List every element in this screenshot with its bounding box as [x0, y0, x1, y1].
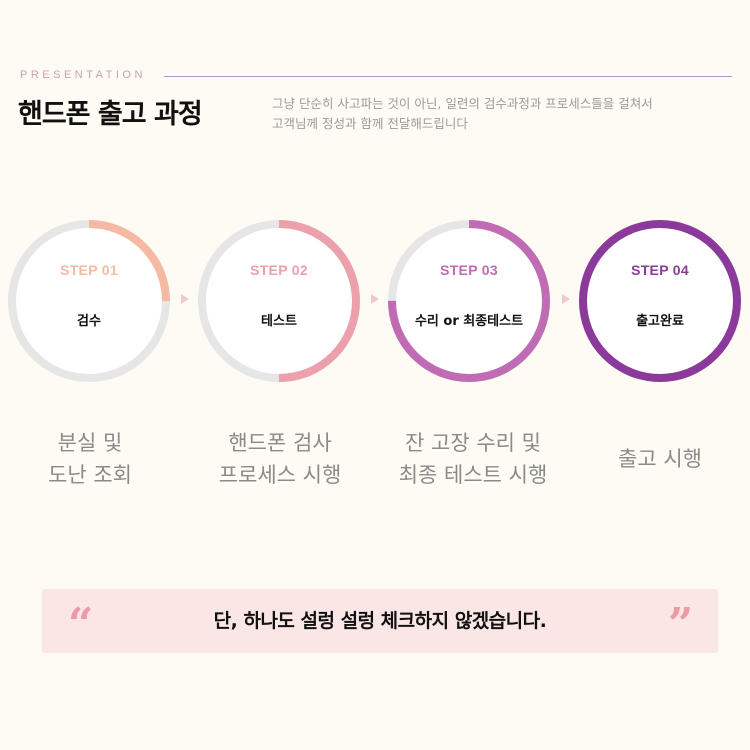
step-1-caption: 분실 및 도난 조회: [0, 427, 180, 491]
arrow-right-icon: [181, 294, 189, 304]
caption-line: 도난 조회: [48, 463, 132, 487]
step-4-circle: STEP 04 출고완료: [578, 219, 742, 383]
step-2-caption: 핸드폰 검사 프로세스 시행: [190, 427, 370, 491]
caption-line: 최종 테스트 시행: [398, 463, 548, 487]
step-4-progress-ring: [579, 220, 741, 382]
step-1-name: 검수: [77, 314, 101, 329]
step-3-number: STEP 03: [440, 262, 498, 278]
step-4-number: STEP 04: [631, 262, 689, 278]
promise-banner: “ 단, 하나도 설렁 설렁 체크하지 않겠습니다. ”: [42, 589, 718, 653]
step-2-name: 테스트: [261, 314, 297, 329]
ring-progress: [388, 220, 550, 382]
ring-progress: [198, 220, 360, 382]
step-2-number: STEP 02: [250, 262, 308, 278]
step-3-circle: STEP 03 수리 or 최종테스트: [387, 219, 551, 383]
arrow-right-icon: [371, 294, 379, 304]
step-3-caption: 잔 고장 수리 및 최종 테스트 시행: [383, 427, 563, 491]
open-quote-icon: “: [68, 599, 94, 650]
caption-line: 분실 및: [57, 431, 123, 455]
description-line: 고객님께 정성과 함께 전달해드립니다: [272, 116, 468, 131]
step-3-name: 수리 or 최종테스트: [414, 314, 524, 329]
caption-line: 잔 고장 수리 및: [405, 431, 541, 455]
header-divider: [164, 76, 732, 77]
step-2-circle: STEP 02 테스트: [197, 219, 361, 383]
ring-progress: [8, 220, 170, 382]
banner-text: 단, 하나도 설렁 설렁 체크하지 않겠습니다.: [213, 610, 547, 632]
caption-line: 출고 시행: [618, 447, 702, 471]
step-3-progress-ring: [388, 220, 550, 382]
caption-line: 핸드폰 검사: [228, 431, 332, 455]
arrow-right-icon: [562, 294, 570, 304]
ring-progress: [579, 220, 741, 382]
close-quote-icon: ”: [668, 599, 694, 650]
eyebrow-label: PRESENTATION: [20, 69, 146, 81]
step-4-caption: 출고 시행: [570, 443, 750, 475]
step-4-name: 출고완료: [636, 314, 684, 329]
description-line: 그냥 단순히 사고파는 것이 아닌, 일련의 검수과정과 프로세스들을 걸쳐서: [272, 96, 653, 111]
step-1-number: STEP 01: [60, 262, 118, 278]
step-2-progress-ring: [198, 220, 360, 382]
page-title: 핸드폰 출고 과정: [18, 99, 203, 130]
caption-line: 프로세스 시행: [218, 463, 342, 487]
page-description: 그냥 단순히 사고파는 것이 아닌, 일련의 검수과정과 프로세스들을 걸쳐서 …: [272, 94, 712, 134]
step-1-progress-ring: [8, 220, 170, 382]
step-1-circle: STEP 01 검수: [7, 219, 171, 383]
